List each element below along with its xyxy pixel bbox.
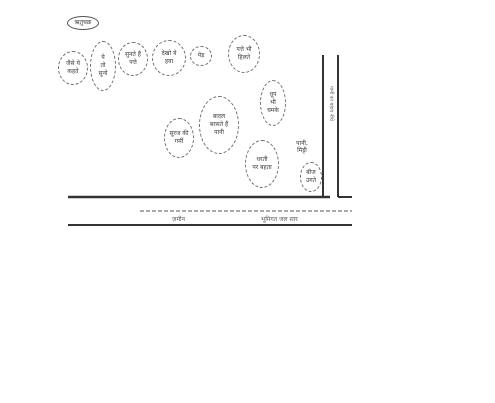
bubble-1: जैसे ये कहते [58,51,88,85]
bubble-9: बादल बरसते हैं पानी [199,96,239,154]
bubble-8: सूरज की गर्मी [164,118,194,158]
bubble-7: धूप भी चमके [260,80,286,126]
bottom-left-label: ज़मीन [172,216,185,223]
title-bubble: ऋतुचक्र [67,16,99,30]
bubble-6: पत्ते भी हिलते [228,35,260,73]
bubble-5: पेड़ [190,46,212,66]
bubble-3: सुनते हैं पत्ते [118,42,148,76]
bubble-4: देखो ये हवा [152,40,186,76]
bubble-2: ये तो सुनो [90,41,116,91]
small-tag-2: बीज उगते [300,162,322,192]
bubble-10: धरती पर बहता [245,140,279,188]
small-tag-1: पानी, मिट्टी [296,140,308,154]
bottom-right-label: भूमिगत जल स्तर [261,216,298,223]
vertical-label: पानी का बहाव नीचे [328,86,334,121]
